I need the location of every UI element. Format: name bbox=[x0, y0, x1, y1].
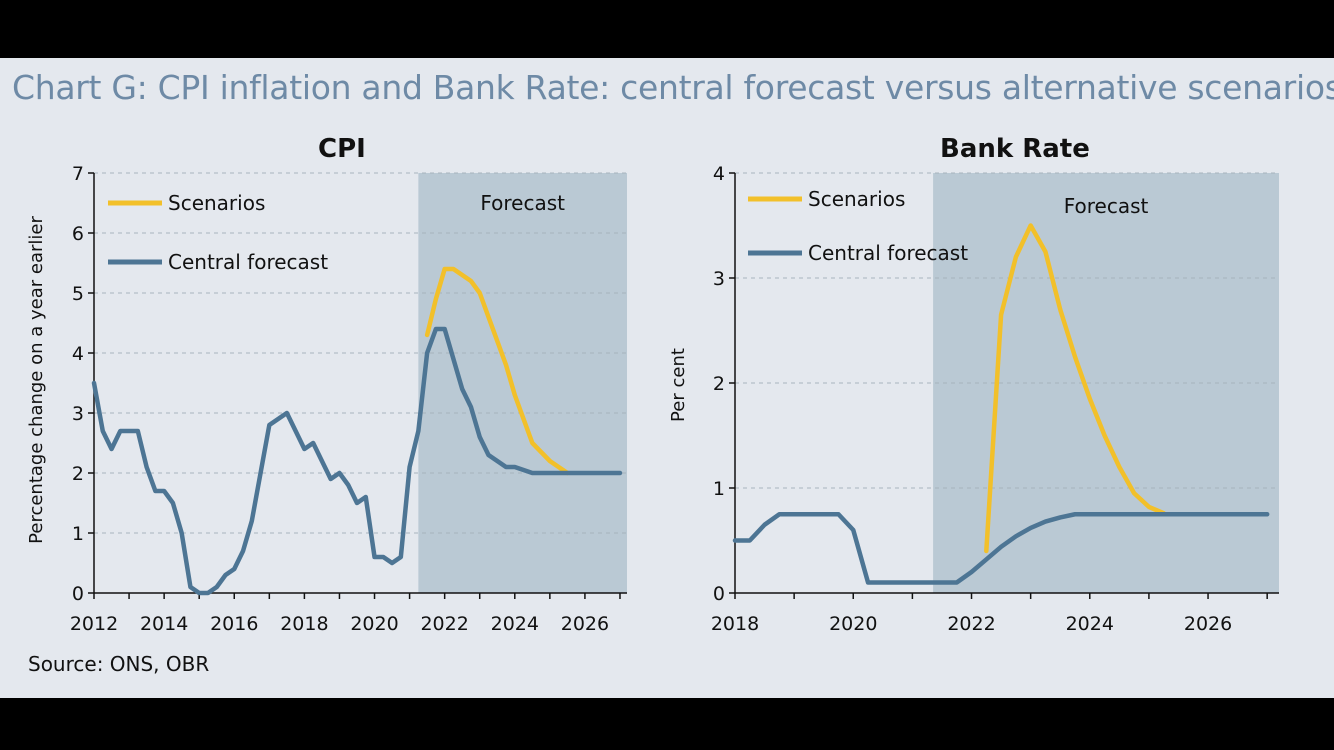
cpi-y-tick-label: 5 bbox=[72, 283, 84, 305]
cpi-legend-label: Central forecast bbox=[168, 250, 328, 274]
bank-rate-y-axis-label: Per cent bbox=[668, 348, 689, 422]
bank-rate-x-tick-label: 2026 bbox=[1184, 613, 1232, 635]
cpi-y-tick-label: 1 bbox=[72, 523, 84, 545]
cpi-chart: Forecast 0 1 2 3 4 5 6 7 2012 2014 2016 2018 2020 2022… bbox=[26, 163, 627, 635]
cpi-forecast-shade bbox=[418, 173, 627, 593]
bank-rate-y-tick-label: 4 bbox=[713, 163, 725, 185]
bank-rate-x-tick-label: 2018 bbox=[711, 613, 759, 635]
source-note: Source: ONS, OBR bbox=[28, 652, 210, 676]
cpi-x-tick-label: 2012 bbox=[70, 613, 118, 635]
cpi-y-tick-label: 4 bbox=[72, 343, 84, 365]
cpi-x-tick-label: 2024 bbox=[491, 613, 539, 635]
bank-rate-scenarios-line bbox=[984, 223, 1166, 554]
cpi-legend-label: Scenarios bbox=[168, 191, 265, 215]
cpi-y-tick-label: 0 bbox=[72, 583, 84, 605]
cpi-x-tick-label: 2020 bbox=[350, 613, 398, 635]
cpi-chart-title: CPI bbox=[318, 134, 366, 164]
cpi-y-axis-label: Percentage change on a year earlier bbox=[26, 216, 47, 544]
bank-rate-y-tick-label: 3 bbox=[713, 268, 725, 290]
bank-rate-central-forecast-line bbox=[732, 512, 1270, 585]
cpi-x-tick-label: 2014 bbox=[140, 613, 188, 635]
cpi-scenarios-line bbox=[424, 266, 570, 476]
cpi-forecast-label: Forecast bbox=[480, 191, 565, 215]
cpi-y-tick-label: 7 bbox=[72, 163, 84, 185]
bank-rate-y-tick-label: 0 bbox=[713, 583, 725, 605]
cpi-y-tick-label: 2 bbox=[72, 463, 84, 485]
bank-rate-forecast-label: Forecast bbox=[1064, 194, 1149, 218]
cpi-y-tick-label: 6 bbox=[72, 223, 84, 245]
cpi-x-tick-label: 2016 bbox=[210, 613, 258, 635]
bank-rate-x-tick-label: 2022 bbox=[947, 613, 995, 635]
page-title: Chart G: CPI inflation and Bank Rate: ce… bbox=[12, 68, 1334, 107]
bank-rate-x-tick-label: 2024 bbox=[1066, 613, 1114, 635]
bank-rate-chart-title: Bank Rate bbox=[940, 134, 1090, 164]
cpi-x-tick-label: 2018 bbox=[280, 613, 328, 635]
bank-rate-x-tick-label: 2020 bbox=[829, 613, 877, 635]
bank-rate-chart: Forecast 0 1 2 3 4 2018 2020 2022 2024 2026 Per cen… bbox=[668, 163, 1279, 635]
cpi-y-tick-label: 3 bbox=[72, 403, 84, 425]
cpi-central-forecast-line bbox=[91, 326, 623, 596]
bank-rate-y-tick-label: 2 bbox=[713, 373, 725, 395]
bank-rate-y-tick-label: 1 bbox=[713, 478, 725, 500]
cpi-x-tick-label: 2022 bbox=[420, 613, 468, 635]
cpi-x-tick-label: 2026 bbox=[561, 613, 609, 635]
bank-rate-legend-label: Central forecast bbox=[808, 241, 968, 265]
bank-rate-legend-label: Scenarios bbox=[808, 187, 905, 211]
